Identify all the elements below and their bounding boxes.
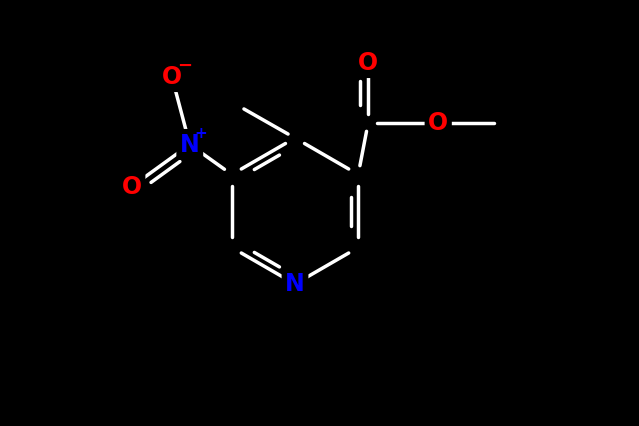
Text: +: + (194, 126, 207, 141)
Text: O: O (121, 175, 142, 199)
Text: −: − (177, 57, 192, 75)
Text: O: O (162, 64, 182, 89)
Text: O: O (428, 110, 449, 135)
Text: N: N (180, 132, 199, 156)
Text: N: N (285, 272, 305, 296)
Text: O: O (358, 51, 378, 75)
